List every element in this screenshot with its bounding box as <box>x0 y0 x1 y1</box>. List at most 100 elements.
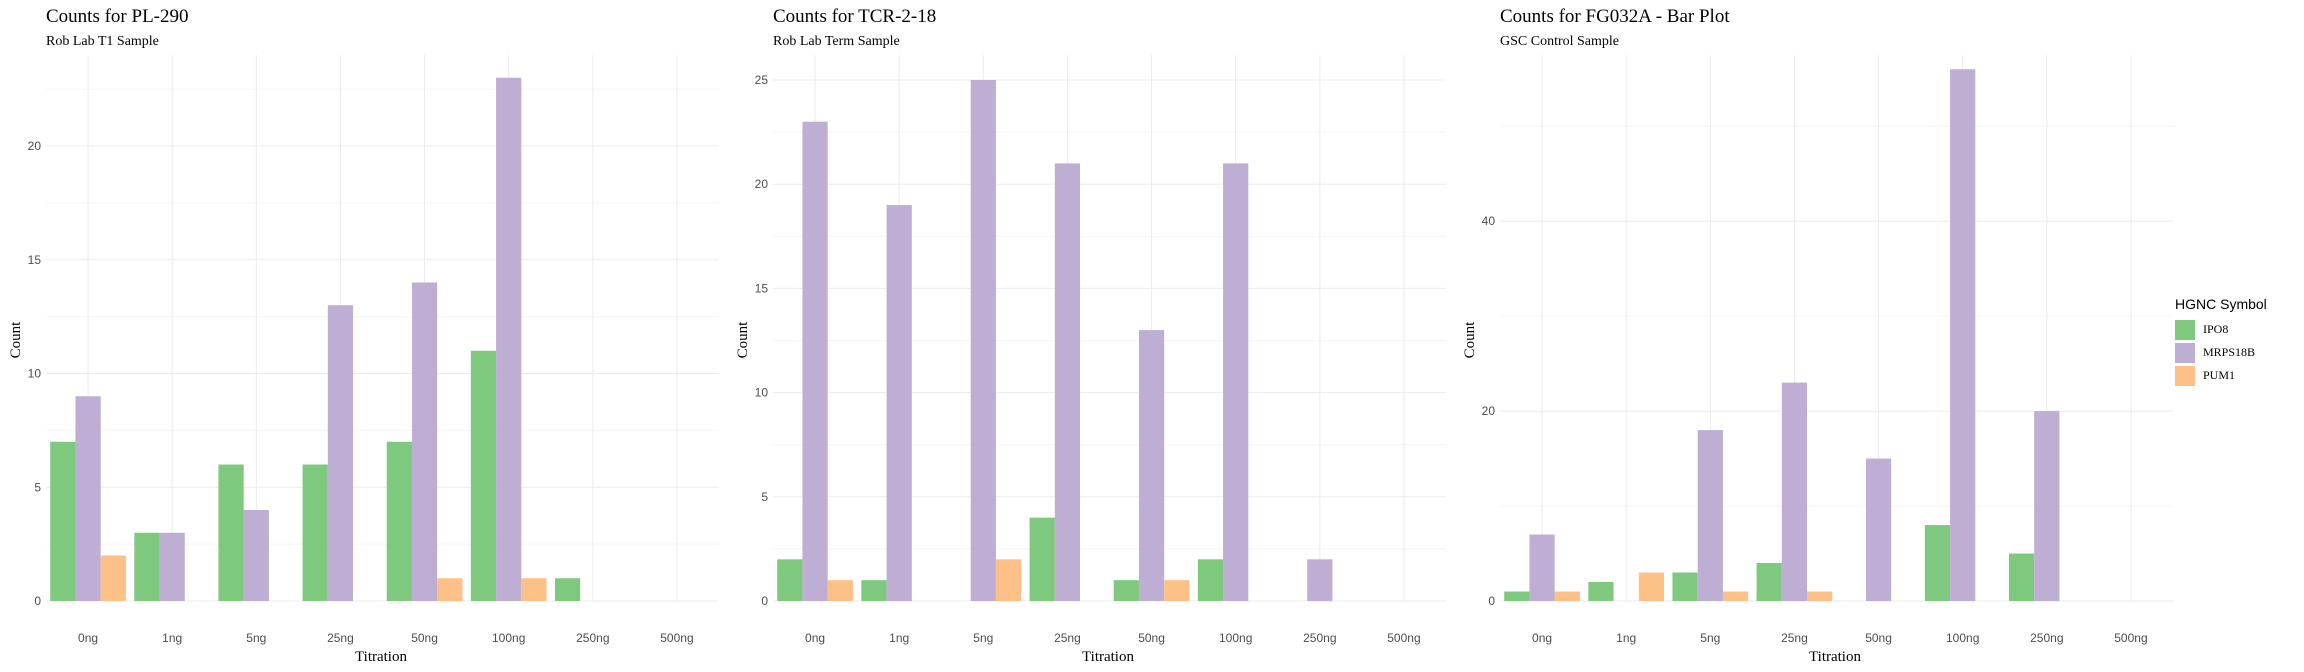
x-tick-label: 500ng <box>2114 631 2147 645</box>
legend-swatch <box>2175 319 2195 340</box>
y-tick-label: 5 <box>761 490 768 504</box>
bar-ipo8 <box>50 441 76 601</box>
bar-ipo8 <box>1924 525 1951 601</box>
x-tick-label: 50ng <box>1865 631 1892 645</box>
x-tick-label: 0ng <box>1532 631 1552 645</box>
bar-mrps18b <box>2034 411 2060 601</box>
legend-label: MRPS18B <box>2203 345 2256 359</box>
x-tick-label: 100ng <box>1946 631 1979 645</box>
bar-pum1 <box>1722 591 1749 601</box>
x-tick-label: 250ng <box>2030 631 2063 645</box>
bar-pum1 <box>1164 580 1190 601</box>
x-tick-label: 5ng <box>973 631 993 645</box>
bar-ipo8 <box>1756 563 1782 601</box>
x-tick-label: 5ng <box>246 631 266 645</box>
y-tick-label: 10 <box>755 386 769 400</box>
chart-title: Counts for PL-290 <box>46 6 189 27</box>
bar-mrps18b <box>1697 430 1723 601</box>
bar-ipo8 <box>386 441 412 601</box>
y-tick-label: 0 <box>761 594 768 608</box>
y-tick-label: 20 <box>755 177 769 191</box>
bar-mrps18b <box>970 80 996 602</box>
chart-panel-tcr-2-18: Counts for TCR-2-18 Rob Lab Term Sample … <box>735 6 1446 665</box>
bar-ipo8 <box>1113 580 1139 601</box>
x-tick-label: 50ng <box>1138 631 1165 645</box>
bar-ipo8 <box>554 578 581 601</box>
y-tick-label: 25 <box>755 73 769 87</box>
y-tick-label: 0 <box>34 594 41 608</box>
x-tick-label: 250ng <box>1303 631 1336 645</box>
bar-ipo8 <box>302 464 328 601</box>
bar-mrps18b <box>75 396 101 601</box>
bar-mrps18b <box>886 205 912 601</box>
x-tick-label: 0ng <box>805 631 825 645</box>
bar-ipo8 <box>861 580 887 601</box>
y-tick-label: 20 <box>28 139 42 153</box>
x-tick-label: 250ng <box>576 631 609 645</box>
bar-ipo8 <box>1672 572 1698 601</box>
bar-pum1 <box>1554 591 1580 601</box>
x-tick-label: 500ng <box>660 631 693 645</box>
plot-area: 0 20 40 0ng 1ng 5ng 25ng 50ng 100ng 250ng 500ng <box>1482 55 2173 645</box>
bar-ipo8 <box>218 464 244 601</box>
legend-item-mrps18b: MRPS18B <box>2175 341 2267 364</box>
bar-ipo8 <box>134 532 160 601</box>
bar-pum1 <box>1807 591 1833 601</box>
y-axis-title: Count <box>735 321 751 359</box>
legend: HGNC Symbol IPO8 MRPS18B PUM1 <box>2175 296 2267 387</box>
bar-pum1 <box>995 559 1022 601</box>
bar-ipo8 <box>1029 517 1055 601</box>
legend-title: HGNC Symbol <box>2175 296 2267 312</box>
y-tick-label: 5 <box>34 480 41 494</box>
y-tick-label: 10 <box>28 367 42 381</box>
x-axis-title: Titration <box>1082 649 1134 665</box>
chart-title: Counts for TCR-2-18 <box>773 6 936 27</box>
bar-mrps18b <box>1950 69 1976 602</box>
bar-ipo8 <box>777 559 803 601</box>
x-tick-label: 1ng <box>162 631 182 645</box>
bar-mrps18b <box>1054 163 1081 602</box>
legend-swatch <box>2175 342 2195 363</box>
legend-label: PUM1 <box>2203 368 2236 382</box>
x-tick-label: 500ng <box>1387 631 1420 645</box>
bar-ipo8 <box>1504 591 1530 601</box>
bar-pum1 <box>437 578 463 601</box>
bar-ipo8 <box>1197 559 1224 601</box>
bar-mrps18b <box>1529 534 1555 601</box>
legend-label: IPO8 <box>2203 322 2229 336</box>
x-tick-label: 25ng <box>1781 631 1808 645</box>
y-tick-label: 20 <box>1482 404 1496 418</box>
x-tick-label: 0ng <box>78 631 98 645</box>
y-tick-label: 40 <box>1482 214 1496 228</box>
legend-item-ipo8: IPO8 <box>2175 318 2267 341</box>
x-tick-label: 100ng <box>1219 631 1252 645</box>
chart-subtitle: Rob Lab Term Sample <box>773 34 900 49</box>
bar-pum1 <box>827 580 853 601</box>
x-tick-label: 25ng <box>1054 631 1081 645</box>
plot-area: 0 5 10 15 20 0ng 1ng 5ng 25ng 50ng 100ng 250ng 500ng <box>28 55 719 645</box>
bar-mrps18b <box>243 510 269 601</box>
bar-mrps18b <box>1138 330 1165 601</box>
bar-mrps18b <box>327 305 354 601</box>
bar-mrps18b <box>1223 163 1249 602</box>
x-tick-label: 5ng <box>1700 631 1720 645</box>
y-tick-label: 0 <box>1488 594 1495 608</box>
y-tick-label: 15 <box>755 281 769 295</box>
bar-pum1 <box>521 578 547 601</box>
bar-ipo8 <box>2008 553 2035 601</box>
chart-subtitle: Rob Lab T1 Sample <box>46 34 159 49</box>
x-tick-label: 50ng <box>411 631 438 645</box>
bar-mrps18b <box>1865 458 1892 601</box>
bar-mrps18b <box>496 77 522 601</box>
bar-ipo8 <box>1588 582 1614 601</box>
chart-panel-pl-290: Counts for PL-290 Rob Lab T1 Sample 0 5 10… <box>8 6 719 665</box>
x-tick-label: 1ng <box>889 631 909 645</box>
bar-mrps18b <box>802 121 828 602</box>
x-tick-label: 1ng <box>1616 631 1636 645</box>
x-tick-label: 100ng <box>492 631 525 645</box>
y-axis-title: Count <box>1462 321 1478 359</box>
y-tick-label: 15 <box>28 253 42 267</box>
bar-pum1 <box>100 555 126 601</box>
